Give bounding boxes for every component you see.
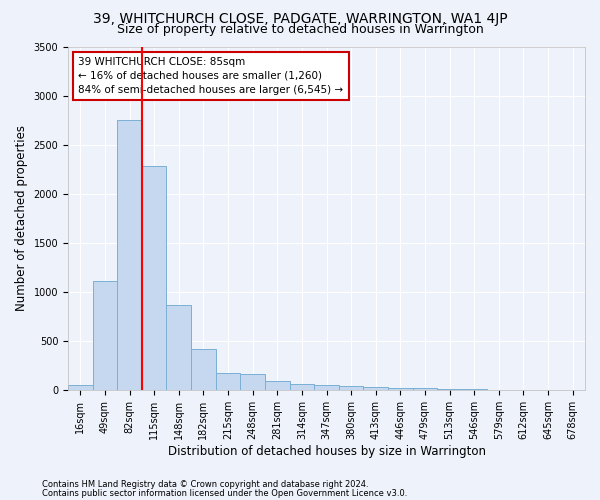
Bar (314, 385, 339, 390)
Bar (68, 385, 92, 390)
Bar (413, 388, 437, 390)
Bar (437, 389, 462, 390)
Bar (216, 374, 241, 390)
Bar (117, 120, 142, 390)
Bar (265, 381, 290, 390)
Text: Contains HM Land Registry data © Crown copyright and database right 2024.: Contains HM Land Registry data © Crown c… (42, 480, 368, 489)
Bar (241, 374, 265, 390)
Text: Size of property relative to detached houses in Warrington: Size of property relative to detached ho… (116, 22, 484, 36)
Bar (191, 348, 216, 390)
Bar (92, 282, 117, 390)
Bar (290, 384, 314, 390)
X-axis label: Distribution of detached houses by size in Warrington: Distribution of detached houses by size … (167, 444, 485, 458)
Text: 39 WHITCHURCH CLOSE: 85sqm
← 16% of detached houses are smaller (1,260)
84% of s: 39 WHITCHURCH CLOSE: 85sqm ← 16% of deta… (79, 57, 343, 95)
Text: Contains public sector information licensed under the Open Government Licence v3: Contains public sector information licen… (42, 488, 407, 498)
Y-axis label: Number of detached properties: Number of detached properties (15, 125, 28, 311)
Bar (142, 166, 166, 390)
Text: 39, WHITCHURCH CLOSE, PADGATE, WARRINGTON, WA1 4JP: 39, WHITCHURCH CLOSE, PADGATE, WARRINGTO… (92, 12, 508, 26)
Bar (364, 387, 388, 390)
Bar (339, 386, 364, 390)
Bar (166, 304, 191, 390)
Bar (388, 388, 413, 390)
